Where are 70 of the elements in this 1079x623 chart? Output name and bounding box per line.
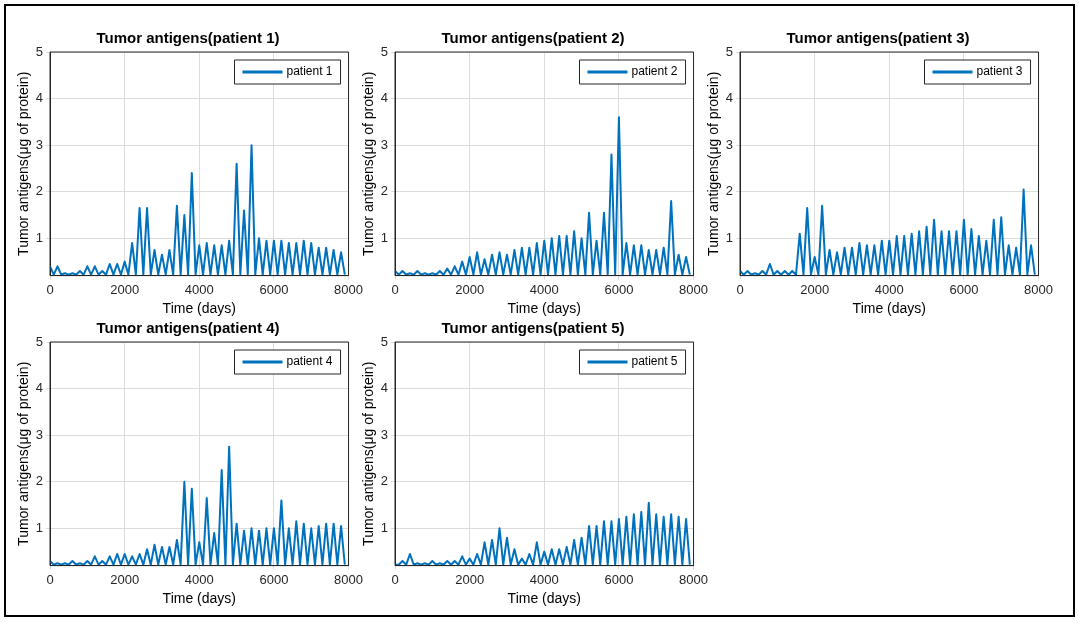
- y-axis-title: Tumor antigens(μg of protein): [360, 71, 377, 256]
- y-tick-label: 5: [725, 43, 734, 59]
- chart-title: Tumor antigens(patient 1): [96, 29, 280, 47]
- x-tick-label: 6000: [604, 281, 634, 297]
- x-tick-label: 6000: [259, 571, 289, 587]
- legend-label: patient 5: [631, 354, 678, 369]
- x-axis-title: Time (days): [507, 300, 581, 317]
- y-tick-label: 3: [725, 136, 734, 152]
- x-tick-label: 4000: [874, 281, 904, 297]
- chart-title: Tumor antigens(patient 4): [96, 319, 280, 337]
- x-tick-label: 8000: [334, 571, 363, 587]
- x-axis-title: Time (days): [852, 300, 926, 317]
- y-tick-label: 3: [35, 136, 44, 152]
- y-tick-label: 2: [725, 183, 734, 199]
- y-tick-label: 4: [380, 90, 389, 106]
- y-axis-title: Tumor antigens(μg of protein): [705, 71, 722, 256]
- y-tick-label: 4: [35, 90, 44, 106]
- y-tick-label: 5: [35, 333, 44, 349]
- y-tick-label: 3: [35, 426, 44, 442]
- x-tick-label: 0: [736, 281, 744, 297]
- y-tick-label: 2: [35, 473, 44, 489]
- legend-label: patient 4: [286, 354, 333, 369]
- y-tick-label: 3: [380, 426, 389, 442]
- x-tick-label: 0: [391, 281, 399, 297]
- y-tick-label: 2: [380, 473, 389, 489]
- y-tick-label: 1: [35, 519, 44, 535]
- x-tick-label: 2000: [110, 571, 140, 587]
- x-tick-label: 2000: [800, 281, 830, 297]
- y-tick-label: 3: [380, 136, 389, 152]
- y-tick-label: 5: [35, 43, 44, 59]
- legend-label: patient 3: [976, 64, 1023, 79]
- x-tick-label: 0: [391, 571, 399, 587]
- y-tick-label: 5: [380, 43, 389, 59]
- x-tick-label: 6000: [259, 281, 289, 297]
- y-tick-label: 5: [380, 333, 389, 349]
- y-axis-title: Tumor antigens(μg of protein): [15, 71, 32, 256]
- y-tick-label: 2: [380, 183, 389, 199]
- x-tick-label: 8000: [1024, 281, 1053, 297]
- x-tick-label: 0: [46, 571, 54, 587]
- x-tick-label: 6000: [604, 571, 634, 587]
- y-tick-label: 1: [380, 229, 389, 245]
- y-tick-label: 4: [725, 90, 734, 106]
- x-tick-label: 8000: [679, 571, 708, 587]
- x-tick-label: 4000: [529, 571, 559, 587]
- y-axis-title: Tumor antigens(μg of protein): [360, 361, 377, 546]
- y-tick-label: 4: [380, 380, 389, 396]
- x-tick-label: 0: [46, 281, 54, 297]
- y-tick-label: 1: [35, 229, 44, 245]
- y-tick-label: 2: [35, 183, 44, 199]
- chart-title: Tumor antigens(patient 5): [441, 319, 625, 337]
- x-tick-label: 2000: [110, 281, 140, 297]
- x-tick-label: 8000: [334, 281, 363, 297]
- x-axis-title: Time (days): [162, 300, 236, 317]
- x-tick-label: 4000: [184, 281, 214, 297]
- y-axis-title: Tumor antigens(μg of protein): [15, 361, 32, 546]
- x-tick-label: 4000: [184, 571, 214, 587]
- legend-label: patient 2: [631, 64, 678, 79]
- chart-title: Tumor antigens(patient 2): [441, 29, 625, 47]
- y-tick-label: 4: [35, 380, 44, 396]
- x-tick-label: 2000: [455, 281, 485, 297]
- x-axis-title: Time (days): [507, 590, 581, 607]
- x-tick-label: 6000: [949, 281, 979, 297]
- legend-label: patient 1: [286, 64, 333, 79]
- chart-title: Tumor antigens(patient 3): [786, 29, 970, 47]
- y-tick-label: 1: [725, 229, 734, 245]
- x-tick-label: 8000: [679, 281, 708, 297]
- y-tick-label: 1: [380, 519, 389, 535]
- x-tick-label: 4000: [529, 281, 559, 297]
- x-axis-title: Time (days): [162, 590, 236, 607]
- x-tick-label: 2000: [455, 571, 485, 587]
